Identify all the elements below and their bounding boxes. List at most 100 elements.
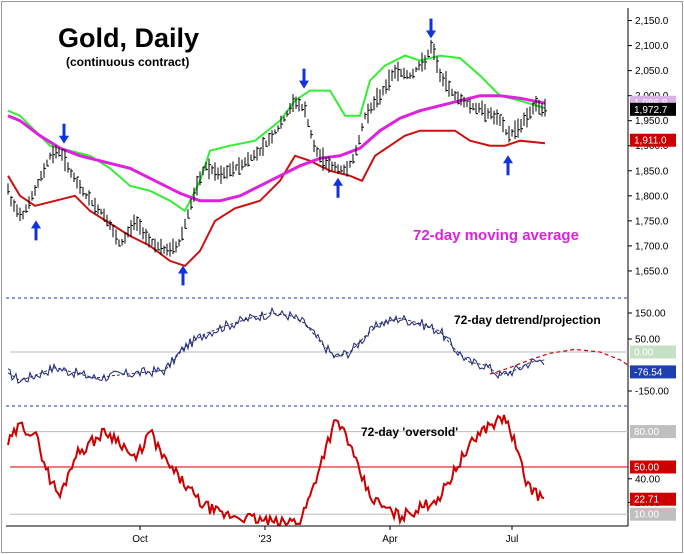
price-bar — [199, 171, 202, 186]
price-bar — [280, 115, 283, 129]
price-bar — [229, 163, 232, 177]
price-bar — [298, 97, 301, 112]
price-bar — [193, 187, 196, 202]
svg-text:1,972.7: 1,972.7 — [634, 105, 668, 116]
price-bar — [445, 71, 448, 92]
price-bar — [307, 119, 310, 128]
price-bar — [394, 64, 397, 79]
price-bar — [337, 164, 340, 175]
price-bar — [112, 224, 115, 238]
price-bar — [463, 96, 466, 108]
price-bar — [220, 165, 223, 184]
detrend-line — [7, 306, 545, 384]
price-bar — [85, 193, 88, 200]
price-bar — [67, 162, 70, 173]
price-bar — [499, 114, 502, 126]
price-bar — [157, 241, 160, 251]
price-bar — [487, 108, 490, 119]
price-bar — [217, 167, 220, 180]
price-bar — [148, 233, 151, 248]
price-bar — [64, 149, 67, 172]
price-bar — [277, 125, 280, 132]
price-bar — [256, 146, 259, 161]
chart-title: Gold, Daily — [58, 23, 199, 53]
price-bar — [163, 245, 166, 254]
price-bar — [46, 159, 49, 167]
price-bar — [283, 116, 286, 122]
price-bar — [346, 161, 349, 177]
last-value-label: 50.00 — [630, 460, 676, 474]
last-value-label: 1,911.0 — [630, 133, 676, 147]
price-bar — [37, 179, 40, 188]
price-bar — [160, 238, 163, 255]
last-value-label: 0.00 — [630, 345, 676, 359]
price-bar — [238, 157, 241, 175]
price-bar — [259, 147, 262, 156]
price-bar — [517, 118, 520, 138]
price-bar — [361, 123, 364, 132]
price-bar — [379, 89, 382, 105]
price-bar — [451, 88, 454, 97]
price-bar — [340, 165, 343, 173]
price-bar — [151, 238, 154, 246]
oversold-annotation: 72-day 'oversold' — [361, 425, 458, 439]
arrow-up-icon — [333, 177, 343, 198]
price-bar — [121, 238, 124, 246]
price-bar — [370, 102, 373, 114]
price-bar — [178, 239, 181, 247]
y-tick-label: 1,650.0 — [635, 266, 669, 277]
price-bar — [316, 146, 319, 157]
price-bar — [535, 95, 538, 112]
svg-text:10.00: 10.00 — [634, 510, 659, 521]
price-bar — [520, 119, 523, 133]
chart-subtitle: (continuous contract) — [66, 55, 189, 69]
x-tick-label: '23 — [258, 534, 271, 545]
price-bar — [478, 102, 481, 113]
y-tick-label: 1,800.0 — [635, 191, 669, 202]
price-bar — [532, 102, 535, 115]
price-bar — [400, 68, 403, 77]
price-bar — [262, 136, 265, 157]
price-bar — [40, 171, 43, 182]
svg-text:50.00: 50.00 — [634, 463, 659, 474]
price-bar — [214, 162, 217, 181]
svg-text:22.71: 22.71 — [634, 495, 659, 506]
price-bar — [436, 56, 439, 74]
price-bar — [190, 198, 193, 210]
y-tick-label: -150.00 — [635, 387, 669, 398]
price-bar — [274, 129, 277, 135]
price-bar — [226, 165, 229, 179]
price-bar — [481, 100, 484, 116]
price-bar — [175, 241, 178, 253]
price-bar — [427, 49, 430, 58]
price-bar — [34, 184, 37, 196]
price-bar — [415, 66, 418, 73]
price-bars — [7, 39, 547, 257]
price-bar — [25, 204, 28, 214]
price-bar — [205, 162, 208, 171]
price-bar — [355, 145, 358, 156]
price-bar — [13, 199, 16, 212]
price-bar — [55, 145, 58, 159]
price-bar — [511, 128, 514, 137]
price-bar — [250, 154, 253, 161]
price-bar — [295, 96, 298, 109]
price-bar — [124, 232, 127, 244]
arrow-up-icon — [503, 155, 513, 176]
price-bar — [169, 242, 172, 257]
price-bar — [100, 208, 103, 215]
x-tick-label: Apr — [382, 534, 398, 545]
price-bar — [466, 100, 469, 108]
price-bar — [538, 99, 541, 115]
price-bar — [166, 243, 169, 256]
price-bar — [253, 150, 256, 161]
price-bar — [310, 129, 313, 139]
price-bar — [142, 227, 145, 240]
price-bar — [523, 112, 526, 126]
price-bar — [115, 229, 118, 245]
price-bar — [457, 91, 460, 105]
price-bar — [133, 214, 136, 231]
price-bar — [247, 152, 250, 167]
price-bar — [136, 216, 139, 232]
last-value-label: -76.54 — [630, 365, 676, 379]
